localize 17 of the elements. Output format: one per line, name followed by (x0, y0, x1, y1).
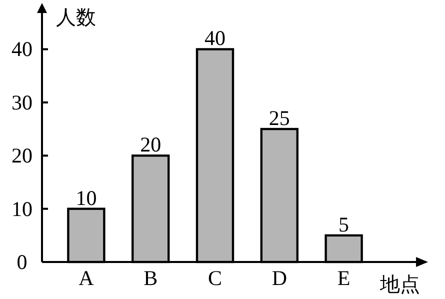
x-tick-label: D (272, 266, 287, 290)
x-tick-label: C (208, 266, 222, 290)
y-tick-label: 0 (16, 250, 28, 274)
x-axis-title: 地点 (379, 274, 420, 296)
data-label: 5 (338, 212, 350, 236)
data-label: 20 (140, 132, 162, 157)
x-tick-label: A (78, 266, 95, 290)
data-label: 25 (268, 106, 290, 130)
x-tick-label: E (337, 266, 350, 290)
data-label: 10 (76, 186, 97, 210)
y-axis-title: 人数 (56, 7, 96, 29)
x-tick-label: B (144, 266, 158, 290)
y-tick-label: 40 (12, 37, 32, 62)
y-tick-label: 10 (12, 196, 32, 221)
y-tick-label: 30 (12, 90, 32, 114)
y-tick-label: 20 (12, 144, 32, 168)
data-label: 40 (204, 26, 226, 50)
